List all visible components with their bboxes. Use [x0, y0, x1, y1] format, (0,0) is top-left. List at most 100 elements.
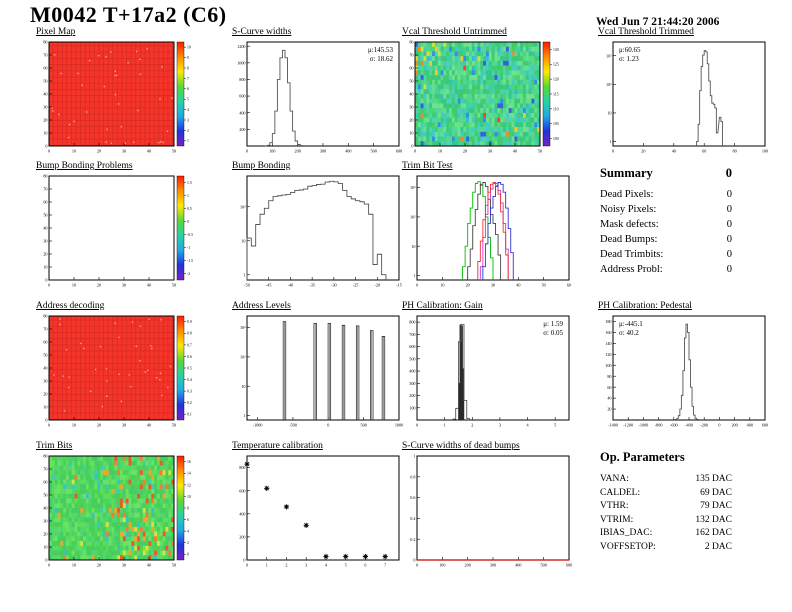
- panel-ph-pedestal: PH Calibration: Pedestal -1400 -1200 -1000…: [598, 300, 770, 436]
- bump-bonding-problems-plot: 1.5 1 0.5 0 -0.5 -1 -1.5 -2 0 10 20 30 40 50 0 10 20 30 40…: [36, 173, 208, 296]
- chart-title-pixel-map: Pixel Map: [36, 27, 76, 37]
- svg-text:1: 1: [413, 454, 415, 459]
- svg-text:20: 20: [463, 149, 467, 154]
- svg-text:-0.5: -0.5: [187, 233, 193, 237]
- svg-text:0.4: 0.4: [410, 516, 416, 521]
- svg-text:0.5: 0.5: [187, 207, 192, 211]
- svg-text:10: 10: [43, 265, 47, 270]
- stat-label: IBIAS_DAC:: [600, 528, 653, 538]
- svg-text:110: 110: [553, 107, 559, 111]
- svg-text:-25: -25: [353, 283, 359, 288]
- svg-text:10²: 10²: [240, 355, 246, 360]
- svg-text:0.7: 0.7: [187, 343, 192, 347]
- svg-text:500: 500: [541, 563, 547, 568]
- svg-text:4: 4: [526, 423, 529, 428]
- stat-label: Dead Pixels:: [600, 189, 654, 200]
- svg-text:0.6: 0.6: [410, 495, 415, 500]
- svg-text:80: 80: [409, 40, 413, 45]
- svg-text:20: 20: [97, 563, 101, 568]
- svg-text:10²: 10²: [240, 204, 246, 209]
- stat-label: VOFFSETOP:: [600, 541, 656, 552]
- svg-text:0: 0: [413, 558, 415, 563]
- svg-text:-600: -600: [670, 423, 678, 428]
- svg-text:60: 60: [702, 149, 706, 154]
- svg-text:20: 20: [43, 252, 47, 257]
- panel-trim-bit-test: Trim Bit Test 0 10 20 30 40 50 60 1 10 10² 10³: [402, 160, 574, 296]
- svg-text:10: 10: [72, 563, 76, 568]
- svg-text:70: 70: [409, 53, 413, 58]
- timestamp: Wed Jun 7 21:44:20 2006: [596, 16, 720, 28]
- svg-text:-200: -200: [700, 423, 708, 428]
- svg-text:0: 0: [45, 418, 47, 423]
- svg-text:30: 30: [43, 239, 47, 244]
- panel-address-decoding: Address decoding 0.9 0.8 0.7 0.6 0.5 0.4 0.3 0.…: [36, 300, 208, 436]
- dead-bumps-plot: 0 100 200 300 400 500 600 0 0.2 0.4 0.6 0.8 1: [402, 453, 574, 576]
- stat-row: VANA: 135 DAC: [600, 473, 732, 487]
- svg-text:50: 50: [538, 149, 542, 154]
- vcal-trimmed-plot: 0 20 40 60 80 100 1 10 10² 10³ μ:60.65 σ: 1.23: [598, 39, 770, 162]
- svg-text:3: 3: [187, 118, 189, 122]
- svg-text:50: 50: [172, 423, 176, 428]
- svg-text:40: 40: [43, 226, 47, 231]
- svg-text:60: 60: [43, 340, 47, 345]
- svg-text:0.6: 0.6: [187, 355, 192, 359]
- chart-title-vcal-untrimmed: Vcal Threshold Untrimmed: [402, 27, 507, 37]
- svg-text:10: 10: [241, 238, 245, 243]
- stat-value: 2 DAC: [704, 541, 732, 552]
- svg-text:σ: 0.05: σ: 0.05: [543, 329, 563, 337]
- stat-row: Dead Bumps: 0: [600, 232, 732, 247]
- svg-text:4: 4: [187, 108, 189, 112]
- svg-text:σ: 18.62: σ: 18.62: [370, 55, 394, 63]
- svg-text:40: 40: [43, 92, 47, 97]
- svg-text:0: 0: [48, 283, 50, 288]
- svg-text:20: 20: [409, 118, 413, 123]
- svg-text:500: 500: [371, 149, 377, 154]
- stat-label: Address Probl:: [600, 264, 663, 275]
- stat-value: 0: [726, 234, 732, 245]
- svg-text:80: 80: [43, 454, 47, 459]
- svg-text:-2: -2: [187, 272, 190, 276]
- panel-temperature-calibration: Temperature calibration 0 1 2 3 4 5 6 7 0 200 400 6…: [232, 440, 404, 576]
- svg-text:40: 40: [147, 563, 151, 568]
- svg-text:1: 1: [243, 272, 245, 277]
- svg-text:200: 200: [731, 423, 737, 428]
- svg-text:1: 1: [444, 423, 446, 428]
- trim-bits-plot: 16 14 12 10 8 6 4 2 0 0 10 20 30 40 50 0 10 20 30 40 50 60 70 8…: [36, 453, 208, 576]
- svg-text:120: 120: [553, 78, 559, 82]
- chart-title-ph-gain: PH Calibration: Gain: [402, 301, 483, 311]
- svg-text:-500: -500: [289, 423, 297, 428]
- svg-text:30: 30: [122, 149, 126, 154]
- svg-text:0: 0: [45, 144, 47, 149]
- stat-row: Noisy Pixels: 0: [600, 202, 732, 217]
- svg-text:500: 500: [409, 356, 415, 361]
- svg-text:0.3: 0.3: [187, 390, 192, 394]
- stat-row: VOFFSETOP: 2 DAC: [600, 541, 732, 555]
- stat-value: 0: [726, 264, 732, 275]
- svg-text:0: 0: [246, 149, 248, 154]
- summary-rows: Dead Pixels: 0 Noisy Pixels: 0 Mask defects:…: [600, 187, 732, 277]
- svg-text:-1200: -1200: [623, 423, 633, 428]
- svg-text:40: 40: [513, 149, 517, 154]
- svg-text:40: 40: [147, 423, 151, 428]
- svg-text:120: 120: [605, 352, 611, 357]
- svg-text:0.8: 0.8: [187, 332, 192, 336]
- svg-text:30: 30: [43, 379, 47, 384]
- stat-row: Dead Pixels: 0: [600, 187, 732, 202]
- svg-text:14: 14: [187, 472, 191, 476]
- svg-text:0.2: 0.2: [410, 537, 415, 542]
- svg-text:20: 20: [466, 283, 470, 288]
- svg-text:20: 20: [43, 392, 47, 397]
- svg-text:10³: 10³: [240, 325, 246, 330]
- svg-text:16: 16: [187, 460, 191, 464]
- svg-text:-1000: -1000: [639, 423, 649, 428]
- stat-row: Dead Trimbits: 0: [600, 247, 732, 262]
- vcal-untrimmed-plot: 130 125 120 115 110 105 100 0 10 20 30 40 50 0 10 20 30 4…: [402, 39, 574, 162]
- svg-text:10²: 10²: [606, 82, 612, 87]
- svg-text:1.5: 1.5: [187, 181, 192, 185]
- stat-row: IBIAS_DAC: 162 DAC: [600, 527, 732, 541]
- svg-text:μ:145.53: μ:145.53: [368, 46, 393, 54]
- svg-text:30: 30: [122, 563, 126, 568]
- svg-text:40: 40: [672, 149, 676, 154]
- svg-text:50: 50: [172, 149, 176, 154]
- svg-text:-50: -50: [244, 283, 250, 288]
